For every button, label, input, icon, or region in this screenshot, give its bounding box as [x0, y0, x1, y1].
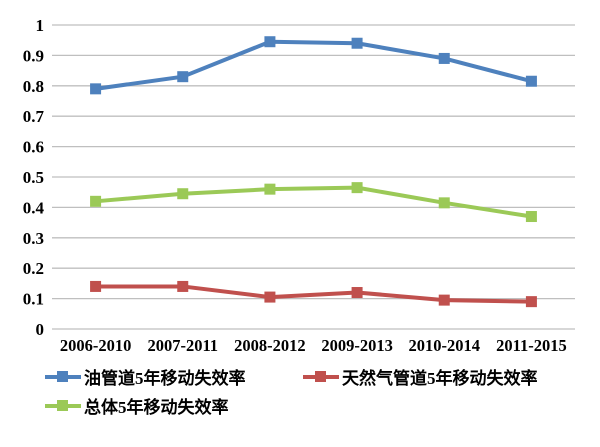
- y-axis-tick-label: 0.6: [23, 138, 44, 157]
- legend-marker-gas-pipeline-icon: [303, 370, 339, 383]
- legend-item-gas-pipeline: 天然气管道5年移动失效率: [303, 362, 538, 391]
- y-axis-tick-label: 0.2: [23, 259, 44, 278]
- x-axis-tick-label: 2009-2013: [321, 336, 393, 355]
- x-axis-tick-label: 2010-2014: [409, 336, 481, 355]
- data-point-marker: [351, 37, 363, 49]
- data-point-marker: [264, 36, 276, 48]
- legend-item-oil-pipeline: 油管道5年移动失效率: [45, 362, 303, 391]
- data-point-marker: [351, 287, 363, 299]
- data-point-marker: [438, 52, 450, 64]
- y-axis-tick-label: 1: [36, 16, 45, 35]
- legend-label-overall: 总体5年移动失效率: [84, 398, 229, 417]
- x-axis-tick-label: 2006-2010: [60, 336, 132, 355]
- data-point-marker: [90, 83, 102, 95]
- legend-label-oil-pipeline: 油管道5年移动失效率: [84, 369, 246, 388]
- legend-row-2: 总体5年移动失效率: [45, 391, 600, 420]
- series-line: [93, 284, 534, 304]
- data-point-marker: [525, 75, 537, 87]
- data-point-marker: [177, 71, 189, 83]
- data-point-marker: [351, 182, 363, 194]
- series-line: [93, 185, 534, 219]
- y-axis-tick-label: 0: [36, 320, 45, 339]
- data-point-marker: [525, 296, 537, 308]
- y-axis-tick-label: 0.1: [23, 290, 44, 309]
- y-axis-tick-label: 0.9: [23, 46, 44, 65]
- data-point-marker: [438, 197, 450, 209]
- data-point-marker: [525, 211, 537, 223]
- data-point-marker: [177, 280, 189, 292]
- y-axis-tick-label: 0.5: [23, 168, 44, 187]
- legend-marker-overall-icon: [45, 399, 81, 412]
- legend-marker-oil-pipeline-icon: [45, 370, 81, 383]
- data-point-marker: [438, 294, 450, 306]
- legend-label-gas-pipeline: 天然气管道5年移动失效率: [342, 369, 538, 388]
- data-point-marker: [90, 195, 102, 207]
- data-point-marker: [264, 291, 276, 303]
- data-point-marker: [90, 280, 102, 292]
- data-point-marker: [264, 183, 276, 195]
- y-axis-tick-label: 0.4: [23, 198, 45, 217]
- x-axis-tick-label: 2007-2011: [147, 336, 218, 355]
- legend-row-1: 油管道5年移动失效率 天然气管道5年移动失效率: [45, 362, 600, 391]
- y-axis-tick-label: 0.8: [23, 77, 44, 96]
- x-axis-tick-label: 2011-2015: [496, 336, 567, 355]
- y-axis-tick-label: 0.3: [23, 229, 44, 248]
- x-axis-tick-label: 2008-2012: [234, 336, 306, 355]
- series-line: [93, 39, 534, 91]
- data-point-marker: [177, 188, 189, 200]
- plot-area: 1 0.9 0.8 0.7 0.6 0.5 0.4 0.3 0.2 0.1 0 2006-2010 20…: [23, 16, 575, 355]
- y-axis-tick-label: 0.7: [23, 107, 45, 126]
- legend-item-overall: 总体5年移动失效率: [45, 391, 303, 420]
- legend: 油管道5年移动失效率 天然气管道5年移动失效率 总体5年移动失效率: [45, 362, 600, 420]
